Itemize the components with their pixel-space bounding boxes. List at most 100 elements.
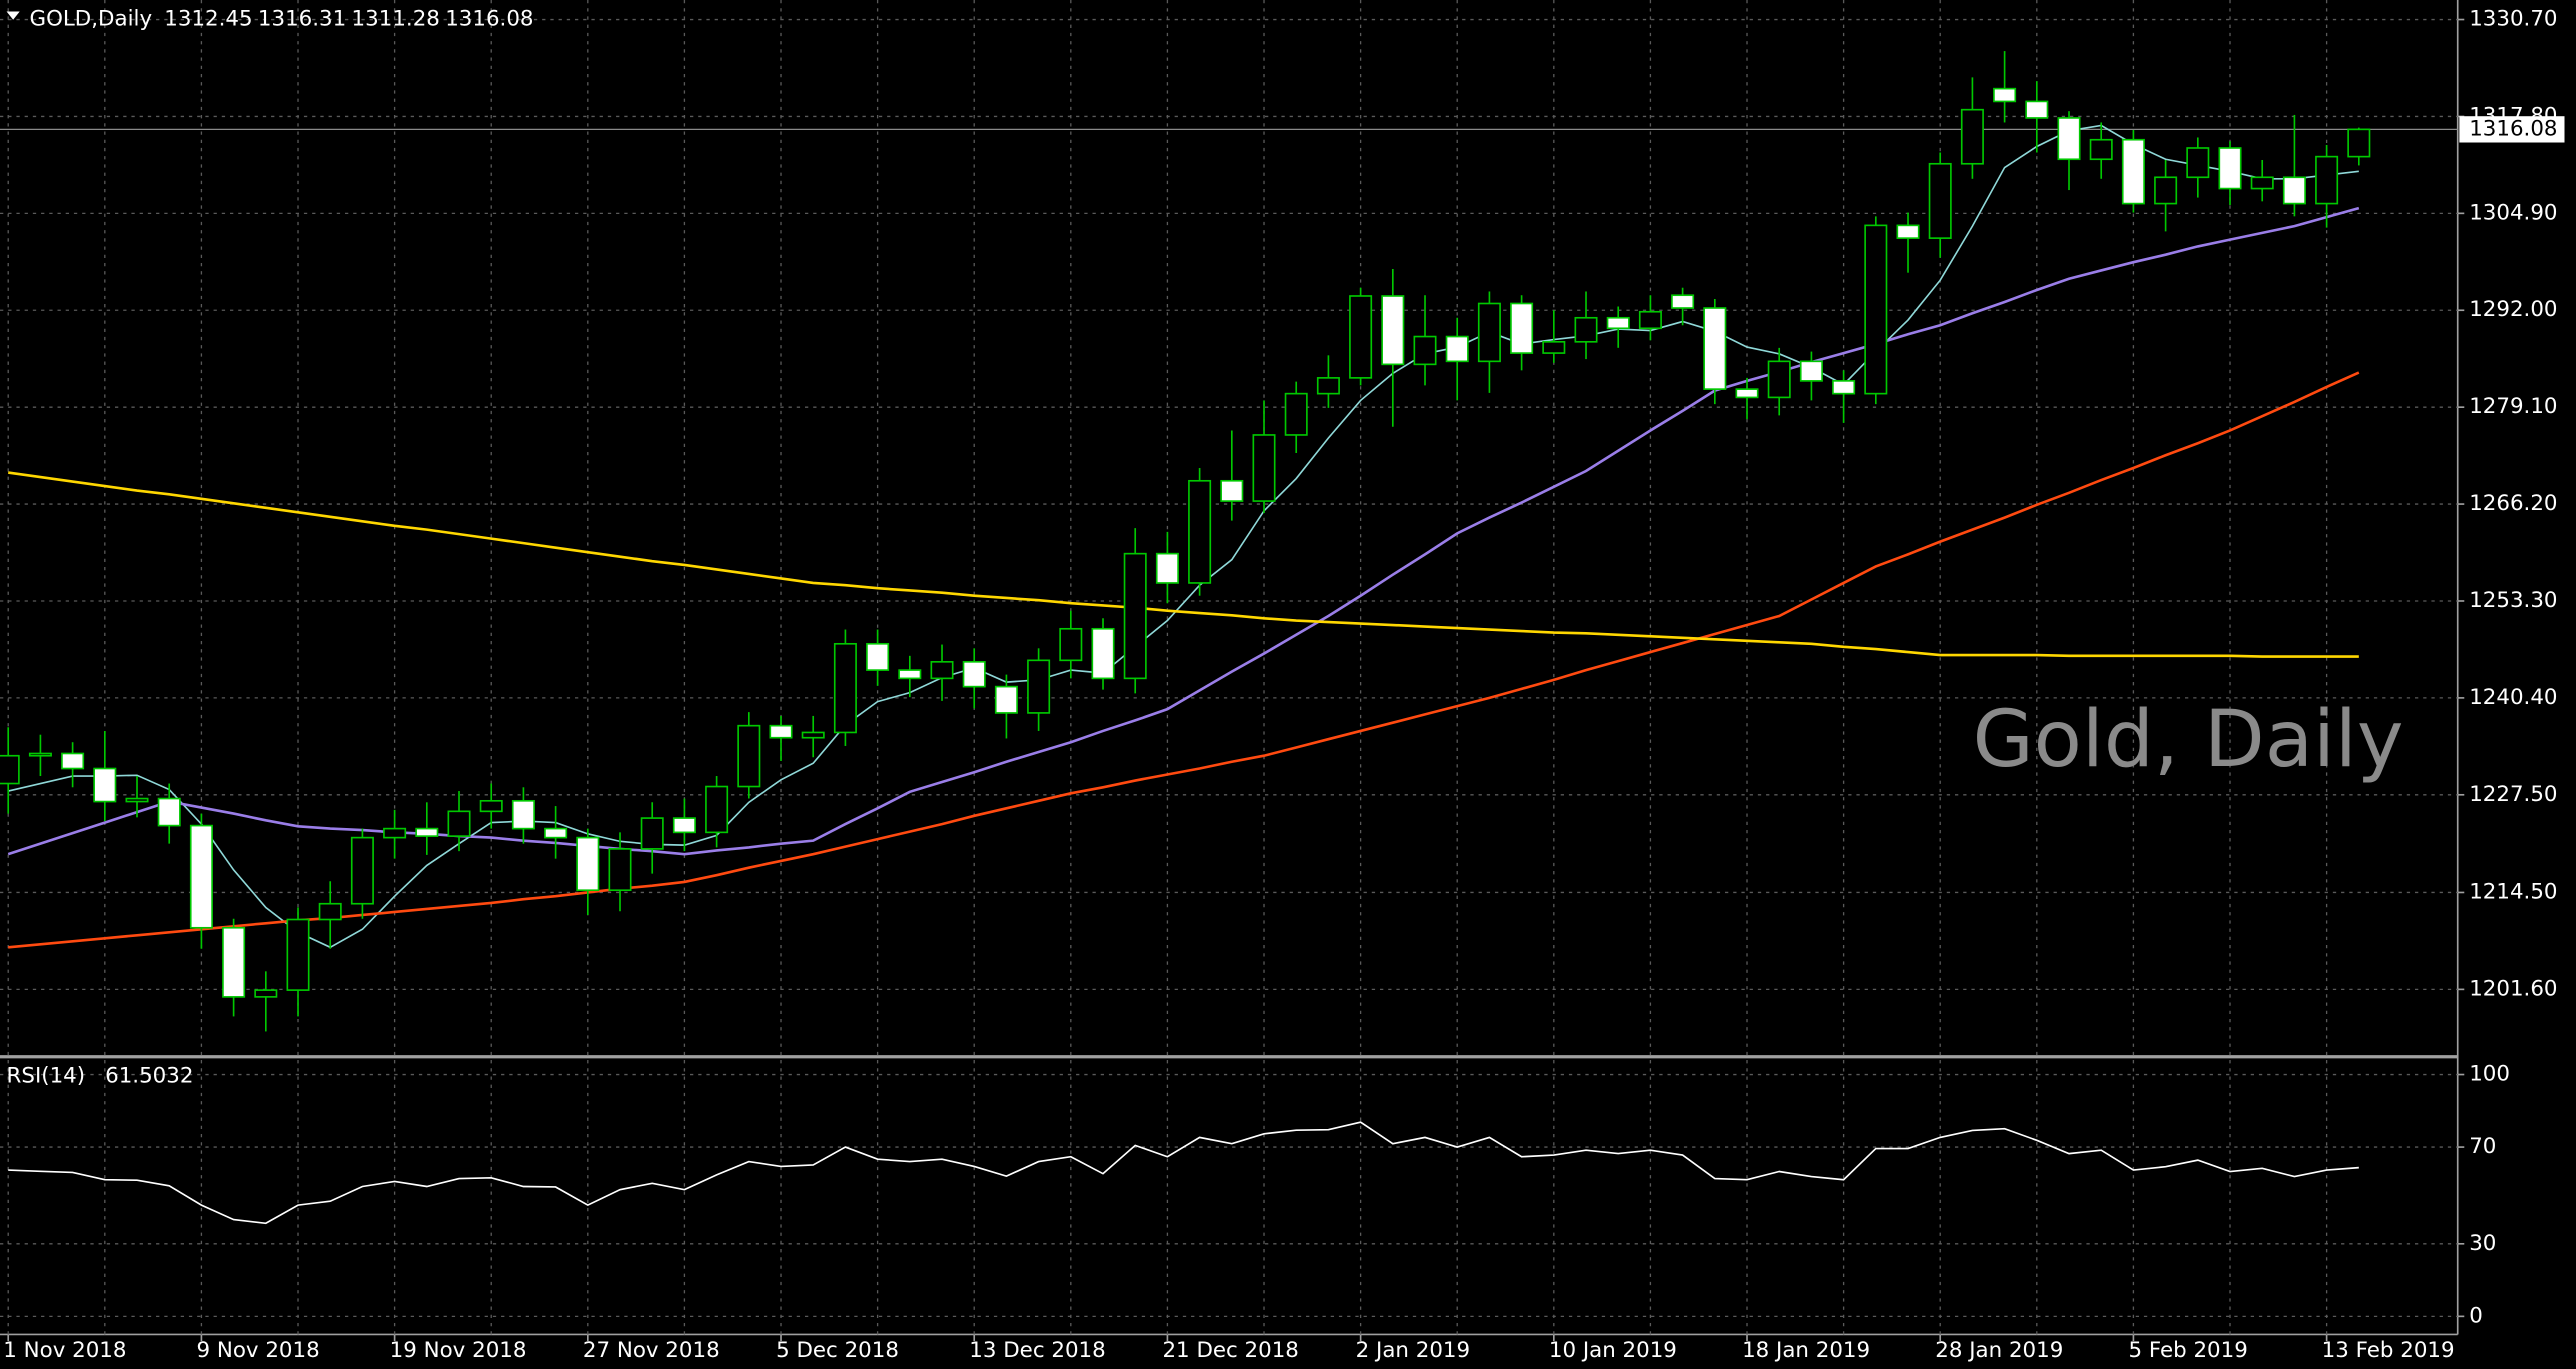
- candle-body: [2250, 176, 2274, 190]
- candle-body: [1220, 479, 1244, 502]
- candle-body: [1349, 295, 1373, 379]
- rsi-current: 61.5032: [105, 1063, 193, 1088]
- candle-body: [1542, 340, 1566, 354]
- y-tick-label: 0: [2469, 1303, 2483, 1328]
- candle-body: [608, 848, 632, 892]
- candle-body: [1445, 335, 1469, 363]
- candle-body: [254, 989, 278, 998]
- candle-body: [1188, 479, 1212, 584]
- candle-body: [1510, 302, 1534, 354]
- rsi-line: [8, 1121, 2359, 1225]
- candle-body: [479, 799, 503, 813]
- x-tick-label: 13 Feb 2019: [2322, 1338, 2455, 1363]
- candle-body: [222, 926, 246, 998]
- y-tick-label: 1240.40: [2469, 685, 2557, 710]
- current-price-label: 1316.08: [2469, 116, 2557, 141]
- candle-body: [640, 817, 664, 850]
- y-tick-label: 100: [2469, 1062, 2510, 1087]
- chart-title: GOLD,Daily: [30, 7, 153, 32]
- header-close: 1316.08: [445, 7, 533, 32]
- x-tick-label: 5 Feb 2019: [2128, 1338, 2247, 1363]
- collapse-triangle[interactable]: [6, 11, 20, 20]
- candle-body: [1123, 552, 1147, 680]
- y-tick-label: 1330.70: [2469, 7, 2557, 32]
- candle-body: [1059, 627, 1083, 662]
- x-tick-label: 9 Nov 2018: [196, 1338, 319, 1363]
- candle-body: [0, 754, 20, 785]
- candle-body: [415, 827, 439, 837]
- candle-body: [1832, 380, 1856, 395]
- candle-body: [866, 642, 890, 671]
- y-tick-label: 1292.00: [2469, 297, 2557, 322]
- x-tick-label: 10 Jan 2019: [1549, 1338, 1677, 1363]
- y-tick-label: 70: [2469, 1134, 2496, 1159]
- x-tick-label: 27 Nov 2018: [583, 1338, 720, 1363]
- candle-body: [1638, 310, 1662, 330]
- candle-body: [2282, 176, 2306, 205]
- x-tick-label: 5 Dec 2018: [776, 1338, 899, 1363]
- candle-body: [2186, 147, 2210, 179]
- candle-body: [1284, 392, 1308, 436]
- header-low: 1311.28: [352, 7, 440, 32]
- candle-body: [1703, 307, 1727, 390]
- x-tick-label: 28 Jan 2019: [1935, 1338, 2063, 1363]
- candle-body: [125, 797, 149, 803]
- candle-body: [1252, 434, 1276, 502]
- candle-body: [576, 836, 600, 892]
- moving-average-line: [8, 471, 2359, 658]
- y-tick-label: 1201.60: [2469, 976, 2557, 1001]
- candle-body: [1091, 627, 1115, 680]
- candle-body: [2315, 155, 2339, 205]
- candle-body: [93, 767, 117, 803]
- candle-body: [61, 752, 85, 770]
- candle-body: [1735, 388, 1759, 399]
- candle-body: [1413, 335, 1437, 366]
- rsi-title: RSI(14): [7, 1063, 86, 1088]
- candle-body: [1864, 224, 1888, 395]
- candle-body: [962, 661, 986, 688]
- y-tick-label: 1304.90: [2469, 200, 2557, 225]
- candle-body: [157, 797, 181, 827]
- candle-body: [350, 836, 374, 905]
- candle-body: [801, 731, 825, 739]
- x-tick-label: 19 Nov 2018: [390, 1338, 527, 1363]
- candle-body: [2218, 147, 2242, 190]
- candle-body: [1027, 659, 1051, 714]
- candle-body: [1928, 162, 1952, 239]
- candle-body: [511, 799, 535, 830]
- y-tick-label: 1227.50: [2469, 782, 2557, 807]
- candle-body: [383, 827, 407, 839]
- candle-body: [1993, 87, 2017, 103]
- candle-body: [318, 902, 342, 921]
- x-tick-label: 1 Nov 2018: [3, 1338, 126, 1363]
- y-tick-label: 1279.10: [2469, 394, 2557, 419]
- candle-body: [286, 918, 310, 991]
- candle-body: [1767, 360, 1791, 399]
- header-open: 1312.45: [164, 7, 252, 32]
- candle-body: [898, 669, 922, 680]
- candle-body: [994, 685, 1018, 714]
- candle-body: [930, 661, 954, 680]
- candle-body: [1477, 302, 1501, 363]
- candle-body: [2025, 100, 2049, 119]
- x-tick-label: 18 Jan 2019: [1742, 1338, 1870, 1363]
- candle-body: [1799, 360, 1823, 382]
- header-high: 1316.31: [258, 7, 346, 32]
- candle-body: [1896, 224, 1920, 239]
- y-tick-label: 1253.30: [2469, 588, 2557, 613]
- candle-body: [1606, 316, 1630, 330]
- candle-body: [2089, 138, 2113, 161]
- moving-average-line: [8, 124, 2359, 949]
- candle-body: [2121, 138, 2145, 205]
- candle-body: [1155, 552, 1179, 584]
- candles-layer: [0, 51, 2371, 1032]
- candle-body: [544, 827, 568, 839]
- moving-average-line: [8, 371, 2360, 949]
- candle-body: [737, 724, 761, 788]
- candle-body: [1574, 316, 1598, 343]
- y-tick-label: 30: [2469, 1231, 2496, 1256]
- y-tick-label: 1266.20: [2469, 491, 2557, 516]
- candle-body: [672, 817, 696, 834]
